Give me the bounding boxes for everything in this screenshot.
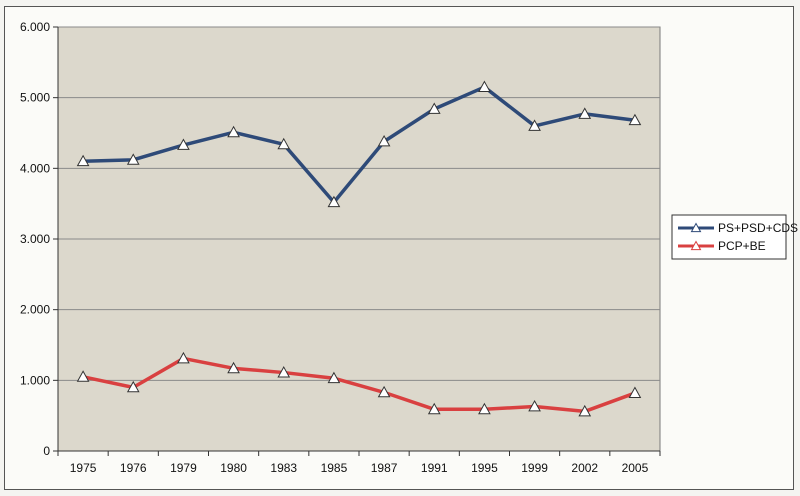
data-point <box>277 366 291 378</box>
data-point <box>578 404 592 417</box>
x-tick-label: 2005 <box>622 461 649 475</box>
y-tick-label: 0 <box>43 444 50 458</box>
x-tick-label: 1975 <box>70 461 97 475</box>
data-point <box>76 370 90 382</box>
data-point <box>227 361 240 374</box>
data-point <box>478 80 491 92</box>
x-axis: 1975 1976 1979 1980 1983 1985 1987 1991 1995 1999… <box>57 450 661 475</box>
data-point <box>126 380 140 393</box>
series-2 <box>76 351 642 417</box>
series-1 <box>76 80 642 208</box>
data-point <box>628 113 642 126</box>
legend-label-series-2: PCP+BE <box>718 239 766 253</box>
x-tick-label: 1999 <box>521 461 548 475</box>
data-point <box>478 402 491 415</box>
data-point <box>528 399 541 412</box>
y-tick-label: 2.000 <box>20 303 50 317</box>
y-tick-label: 3.000 <box>20 232 50 246</box>
data-point <box>277 137 291 150</box>
x-tick-label: 1976 <box>120 461 147 475</box>
x-tick-label: 1985 <box>321 461 348 475</box>
legend-marker-series-1 <box>690 222 702 233</box>
x-tick-label: 1983 <box>270 461 297 475</box>
y-tick-label: 6.000 <box>20 20 50 34</box>
legend-marker-series-2 <box>690 240 702 251</box>
gridlines <box>58 26 660 381</box>
x-tick-label: 1979 <box>170 461 197 475</box>
x-tick-label: 1991 <box>421 461 448 475</box>
y-tick-label: 1.000 <box>20 373 50 387</box>
series-layer <box>76 80 642 417</box>
series-line <box>83 85 636 205</box>
data-point <box>578 107 592 119</box>
y-tick-label: 4.000 <box>20 161 50 175</box>
data-point <box>126 153 140 165</box>
data-point <box>427 102 441 114</box>
data-point <box>327 371 341 384</box>
data-point <box>377 385 391 398</box>
x-tick-label: 1995 <box>471 461 498 475</box>
data-point <box>327 195 341 208</box>
y-tick-label: 5.000 <box>20 91 50 105</box>
data-point <box>227 125 240 138</box>
x-tick-label: 1980 <box>220 461 247 475</box>
y-axis: 0 1.000 2.000 3.000 4.000 5.000 6.000 <box>20 20 59 458</box>
data-point <box>628 386 642 398</box>
data-point <box>177 138 190 150</box>
legend-box <box>671 214 787 260</box>
data-point <box>76 154 90 167</box>
series-line <box>82 356 636 414</box>
data-point <box>377 134 391 147</box>
legend: PS+PSD+CDS PCP+BE <box>671 214 798 260</box>
data-point <box>177 351 190 364</box>
data-point <box>427 402 441 415</box>
data-point <box>528 119 541 131</box>
legend-label-series-1: PS+PSD+CDS <box>718 221 798 235</box>
x-tick-label: 1987 <box>371 461 398 475</box>
x-tick-label: 2002 <box>571 461 598 475</box>
